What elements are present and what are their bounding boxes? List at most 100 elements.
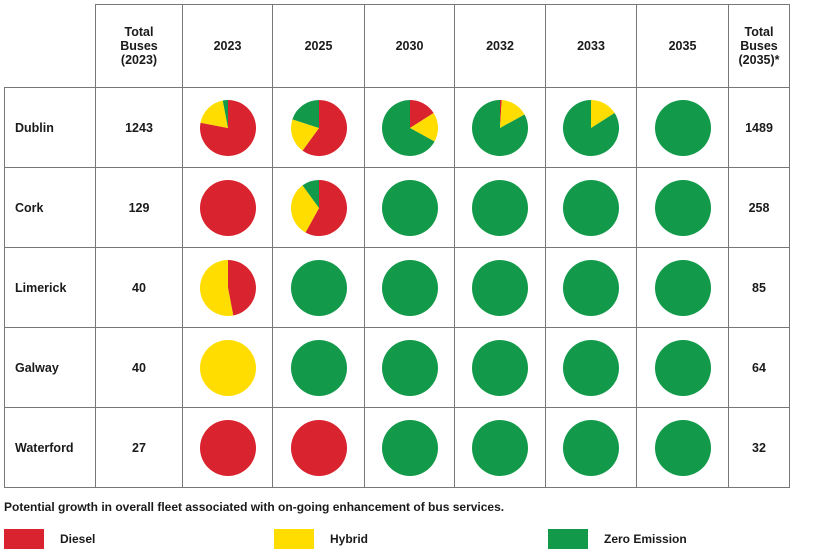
header-year-2035: 2035 <box>636 4 729 88</box>
pie-cell-dublin-2025 <box>272 87 365 168</box>
pie-waterford-2033 <box>563 419 619 476</box>
pie-cell-cork-2025 <box>272 167 365 248</box>
total-2035-waterford: 32 <box>728 407 790 488</box>
header-year-2030: 2030 <box>364 4 455 88</box>
pie-galway-2023 <box>199 339 256 396</box>
pie-cell-galway-2035 <box>636 327 729 408</box>
fleet-body: Dublin 1243 1489 Cork 129 258 Limerick 40 85 Galw… <box>4 87 790 488</box>
pie-galway-2032 <box>472 339 528 396</box>
pie-limerick-2032 <box>472 259 528 316</box>
total-2023-waterford: 27 <box>95 407 183 488</box>
header-total-2023-line-2: Buses <box>120 39 158 53</box>
row-limerick: Limerick 40 85 <box>4 247 790 328</box>
pie-slice-waterford-2033-zero-emission <box>563 419 619 476</box>
pie-slice-cork-2030-zero-emission <box>381 179 438 236</box>
pie-cell-waterford-2023 <box>182 407 273 488</box>
pie-limerick-2035 <box>654 259 711 316</box>
header-total-2023-line-3: (2023) <box>120 53 158 67</box>
total-2023-limerick: 40 <box>95 247 183 328</box>
header-total-2023: Total Buses (2023) <box>95 4 183 88</box>
header-row: Total Buses (2023) 2023 2025 2030 2032 2033 2… <box>4 4 790 88</box>
total-2023-galway: 40 <box>95 327 183 408</box>
header-total-2035-line-2: Buses <box>740 39 778 53</box>
pie-slice-dublin-2025-zero-emission <box>291 99 319 128</box>
pie-galway-2033 <box>563 339 619 396</box>
pie-slice-limerick-2030-zero-emission <box>381 259 438 316</box>
pie-slice-cork-2023-diesel <box>199 179 256 236</box>
header-total-2023-line-1: Total <box>124 25 154 39</box>
legend-swatch-hybrid <box>274 529 314 549</box>
header-total-2035-line-1: Total <box>744 25 774 39</box>
pie-cork-2030 <box>381 179 438 236</box>
fleet-table: Total Buses (2023) 2023 2025 2030 2032 2033 2… <box>4 4 790 488</box>
pie-cork-2025 <box>290 179 347 236</box>
pie-cell-cork-2032 <box>454 167 546 248</box>
legend-item-hybrid: Hybrid <box>274 529 368 549</box>
pie-cell-limerick-2025 <box>272 247 365 328</box>
row-galway: Galway 40 64 <box>4 327 790 408</box>
pie-cell-waterford-2033 <box>545 407 637 488</box>
row-waterford: Waterford 27 32 <box>4 407 790 488</box>
pie-slice-limerick-2033-zero-emission <box>563 259 619 316</box>
pie-cell-dublin-2035 <box>636 87 729 168</box>
corner-cell <box>4 4 96 88</box>
pie-slice-dublin-2023-zero-emission <box>222 99 228 128</box>
legend-label-zero-emission: Zero Emission <box>604 532 687 546</box>
pie-dublin-2025 <box>290 99 347 156</box>
pie-slice-dublin-2025-diesel <box>302 99 347 156</box>
total-2023-cork: 129 <box>95 167 183 248</box>
pie-cork-2032 <box>472 179 528 236</box>
pie-slice-galway-2023-hybrid <box>199 339 256 396</box>
pie-slice-waterford-2025-diesel <box>290 419 347 476</box>
pie-slice-galway-2033-zero-emission <box>563 339 619 396</box>
pie-waterford-2032 <box>472 419 528 476</box>
pie-cell-galway-2023 <box>182 327 273 408</box>
row-dublin: Dublin 1243 1489 <box>4 87 790 168</box>
pie-cell-dublin-2023 <box>182 87 273 168</box>
pie-cell-waterford-2032 <box>454 407 546 488</box>
pie-slice-dublin-2032-zero-emission <box>472 99 529 156</box>
legend-swatch-zero-emission <box>548 529 588 549</box>
pie-cell-cork-2033 <box>545 167 637 248</box>
pie-slice-cork-2033-zero-emission <box>563 179 619 236</box>
header-year-2032: 2032 <box>454 4 546 88</box>
pie-limerick-2033 <box>563 259 619 316</box>
pie-slice-limerick-2023-hybrid <box>199 259 233 316</box>
pie-cell-cork-2030 <box>364 167 455 248</box>
pie-cell-galway-2030 <box>364 327 455 408</box>
total-2023-dublin: 1243 <box>95 87 183 168</box>
pie-cork-2035 <box>654 179 711 236</box>
pie-slice-dublin-2035-zero-emission <box>654 99 711 156</box>
pie-cell-dublin-2030 <box>364 87 455 168</box>
pie-cell-cork-2023 <box>182 167 273 248</box>
pie-cork-2023 <box>199 179 256 236</box>
legend-swatch-diesel <box>4 529 44 549</box>
city-label-limerick: Limerick <box>4 247 96 328</box>
pie-dublin-2032 <box>472 99 529 156</box>
total-2035-galway: 64 <box>728 327 790 408</box>
legend-item-zero-emission: Zero Emission <box>548 529 687 549</box>
pie-slice-waterford-2023-diesel <box>199 419 256 476</box>
header-year-2025: 2025 <box>272 4 365 88</box>
city-label-galway: Galway <box>4 327 96 408</box>
pie-slice-galway-2030-zero-emission <box>381 339 438 396</box>
pie-waterford-2023 <box>199 419 256 476</box>
pie-galway-2025 <box>290 339 347 396</box>
pie-slice-dublin-2032-hybrid <box>500 99 525 128</box>
pie-limerick-2025 <box>290 259 347 316</box>
pie-cell-dublin-2032 <box>454 87 546 168</box>
pie-slice-dublin-2023-diesel <box>199 99 256 156</box>
pie-slice-limerick-2023-diesel <box>227 259 256 315</box>
pie-cell-dublin-2033 <box>545 87 637 168</box>
pie-cell-limerick-2023 <box>182 247 273 328</box>
pie-cell-waterford-2030 <box>364 407 455 488</box>
pie-waterford-2030 <box>381 419 438 476</box>
pie-slice-dublin-2030-hybrid <box>409 112 438 141</box>
pie-cork-2033 <box>563 179 619 236</box>
row-cork: Cork 129 258 <box>4 167 790 248</box>
pie-slice-dublin-2030-zero-emission <box>381 99 435 156</box>
pie-slice-cork-2025-zero-emission <box>302 179 319 208</box>
pie-slice-dublin-2033-zero-emission <box>562 99 619 156</box>
pie-cell-waterford-2025 <box>272 407 365 488</box>
pie-galway-2035 <box>654 339 711 396</box>
